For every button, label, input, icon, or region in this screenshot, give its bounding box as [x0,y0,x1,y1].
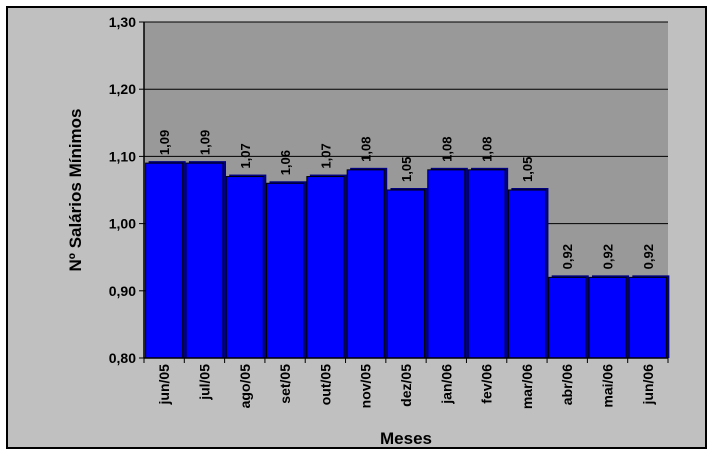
y-tick-label: 1,20 [109,81,136,97]
bar [306,176,345,359]
y-tick-label: 1,30 [109,14,136,30]
y-tick-labels: 0,80 0,90 1,00 1,10 1,20 1,30 [109,14,136,366]
x-tick-label: jul/05 [196,364,212,401]
bar [266,182,305,359]
bar [588,276,627,359]
bar [628,276,667,359]
y-axis-label: Nº Salários Mínimos [66,108,85,271]
x-tick-label: mai/06 [600,364,616,408]
x-tick-label: mar/06 [519,364,535,409]
data-label: 1,08 [359,137,374,162]
y-tick-label: 0,90 [109,283,136,299]
x-tick-label: set/05 [277,364,293,404]
data-label: 1,09 [197,130,212,155]
x-tick-label: jun/05 [156,364,172,406]
data-label: 1,07 [238,143,253,168]
data-label: 1,07 [318,143,333,168]
x-tick-label: out/05 [317,364,333,405]
data-label: 1,08 [480,137,495,162]
data-label: 1,05 [399,157,414,182]
data-label: 0,92 [601,244,616,269]
bar [427,169,466,359]
x-tick-label: jun/06 [640,364,656,406]
data-label: 1,06 [278,150,293,175]
x-tick-label: ago/05 [237,364,253,409]
data-label: 0,92 [641,244,656,269]
bars [145,162,667,359]
bar [507,189,546,359]
x-tick-label: nov/05 [358,364,374,409]
bar [386,189,426,359]
bar [185,162,224,359]
data-label: 1,09 [157,130,172,155]
bar [548,276,587,359]
data-label: 0,92 [560,244,575,269]
bar [145,162,184,359]
x-tick-label: dez/05 [398,364,414,407]
y-tick-label: 0,80 [109,350,136,366]
x-tick-label: abr/06 [559,364,575,405]
x-tick-labels: jun/05 jul/05 ago/05 set/05 out/05 nov/05 dez/… [156,364,656,409]
y-tick-label: 1,00 [109,216,136,232]
bar [346,169,385,359]
axes [143,22,668,359]
x-axis-label: Meses [380,429,432,448]
y-tick-label: 1,10 [109,148,136,164]
x-tick-label: fev/06 [479,364,495,404]
data-label: 1,05 [520,157,535,182]
x-tick-label: jan/06 [438,364,454,405]
data-labels: 1,09 1,09 1,07 1,06 1,07 1,08 1,05 1,08 1,08 1,05… [157,130,656,270]
bar [467,169,506,359]
bar [225,176,264,359]
data-label: 1,08 [439,137,454,162]
